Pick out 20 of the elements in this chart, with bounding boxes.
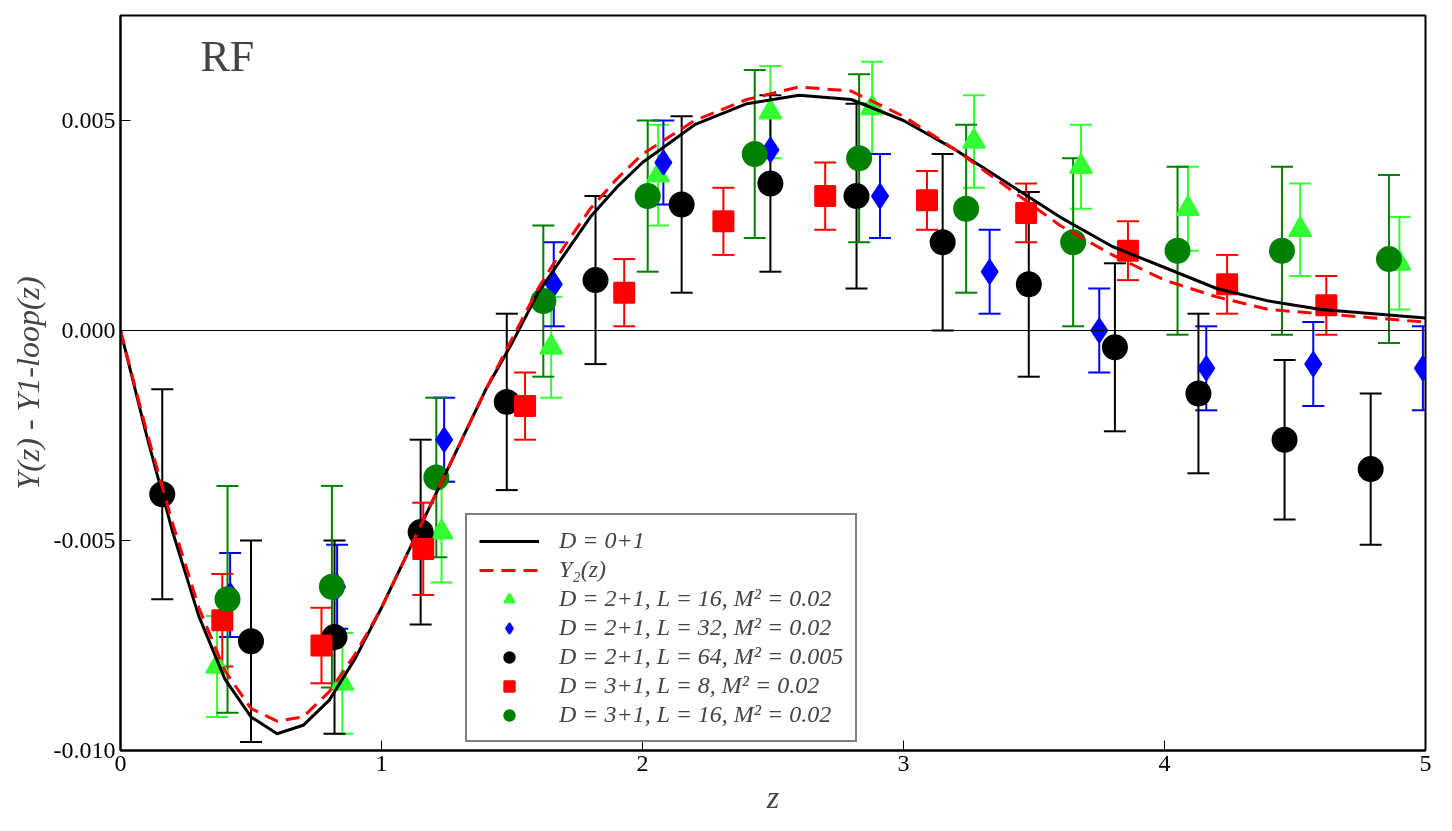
x-tick-label: 5 [1419,749,1432,776]
legend-label: D = 0+1 [559,527,645,554]
annotation: RF [200,31,255,81]
y-axis-title: Y(z) - Y1-loop(z) [9,276,46,490]
x-tick-label: 4 [1158,749,1171,776]
x-tick-label: 2 [636,749,649,776]
x-tick-label: 3 [897,749,910,776]
y-tick-label: -0.010 [53,737,116,763]
x-tick-label: 0 [114,749,127,776]
x-axis-title: z [765,778,780,815]
legend-label: Y₂(z) [559,556,607,583]
x-tick-label: 1 [375,749,388,776]
legend-label: D = 3+1, L = 8, M² = 0.02 [559,672,820,699]
legend-label: D = 3+1, L = 16, M² = 0.02 [559,701,832,728]
legend-label: D = 2+1, L = 32, M² = 0.02 [559,614,832,641]
y-tick-label: 0.005 [61,107,116,133]
legend-label: D = 2+1, L = 64, M² = 0.005 [559,643,844,670]
legend-label: D = 2+1, L = 16, M² = 0.02 [559,585,832,612]
y-tick-label: 0.000 [61,317,116,343]
y-tick-label: -0.005 [53,527,116,553]
